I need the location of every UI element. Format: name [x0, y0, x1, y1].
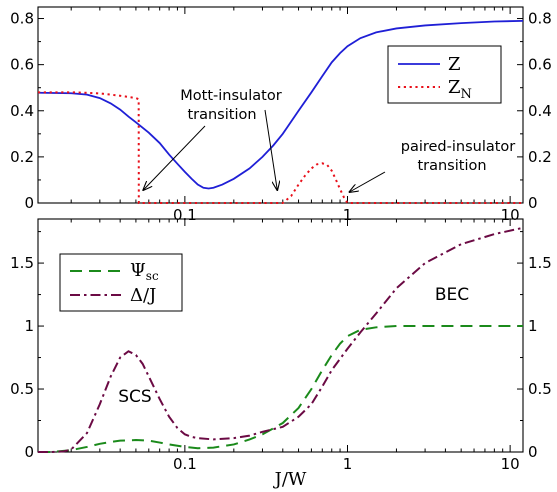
y-tick-label-right: 0.5: [528, 380, 552, 398]
y-tick-label-left: 0: [24, 443, 34, 461]
series-line-solid: [37, 19, 524, 190]
x-tick-label: 1: [343, 455, 353, 473]
legend-label-zn: ZN: [448, 77, 472, 102]
series-line-dash-dot: [38, 226, 524, 453]
annotation-mott-line1: Mott-insulator: [180, 88, 281, 104]
annotation-scs: SCS: [118, 387, 151, 407]
y-tick-label-right: 0.6: [528, 56, 552, 74]
annotation-arrow: [349, 171, 386, 192]
series-line-dashed: [38, 325, 523, 453]
y-tick-label-left: 0.6: [10, 56, 34, 74]
annotation-arrow: [143, 125, 206, 190]
y-tick-label-right: 1.5: [528, 254, 552, 272]
y-tick-label-left: 0.8: [10, 10, 34, 28]
annotation-paired-line1: paired-insulator: [401, 139, 516, 155]
y-tick-label-right: 0: [528, 443, 538, 461]
legend-label-delta: Δ/J: [130, 285, 156, 306]
x-axis-label: J/W: [273, 469, 307, 490]
y-tick-label-left: 0.5: [10, 380, 34, 398]
x-tick-label: 0.1: [173, 455, 197, 473]
y-tick-label-right: 0.8: [528, 10, 552, 28]
y-tick-label-right: 0.4: [528, 102, 552, 120]
top-plot-frame: [37, 6, 524, 204]
annotation-arrow: [264, 109, 277, 190]
legend-box: [387, 45, 502, 104]
y-tick-label-right: 1: [528, 317, 538, 335]
x-tick-label: 10: [501, 455, 520, 473]
y-tick-label-right: 0.2: [528, 148, 552, 166]
annotation-bec: BEC: [435, 285, 469, 305]
annotation-mott-line2: transition: [187, 107, 256, 123]
y-tick-label-left: 0: [24, 194, 34, 212]
y-tick-label-left: 1.5: [10, 254, 34, 272]
series-line-dotted: [38, 91, 523, 204]
x-tick-label: 1: [343, 206, 353, 224]
legend-box: [59, 253, 183, 312]
y-tick-label-left: 0.4: [10, 102, 34, 120]
top-panel: 0 00.2 0.20.4 0.40.6 0.60.8 0.80.1 1 10ZZNMott-…: [10, 6, 552, 224]
annotation-paired-line2: transition: [417, 158, 486, 174]
y-tick-label-left: 0.2: [10, 148, 34, 166]
legend-label-psi: Ψsc: [130, 260, 159, 283]
y-tick-label-left: 1: [24, 317, 34, 335]
legend: ZZN: [387, 45, 502, 104]
bottom-plot-frame: [37, 218, 524, 453]
legend-label-z: Z: [448, 54, 461, 75]
y-tick-label-right: 0: [528, 194, 538, 212]
